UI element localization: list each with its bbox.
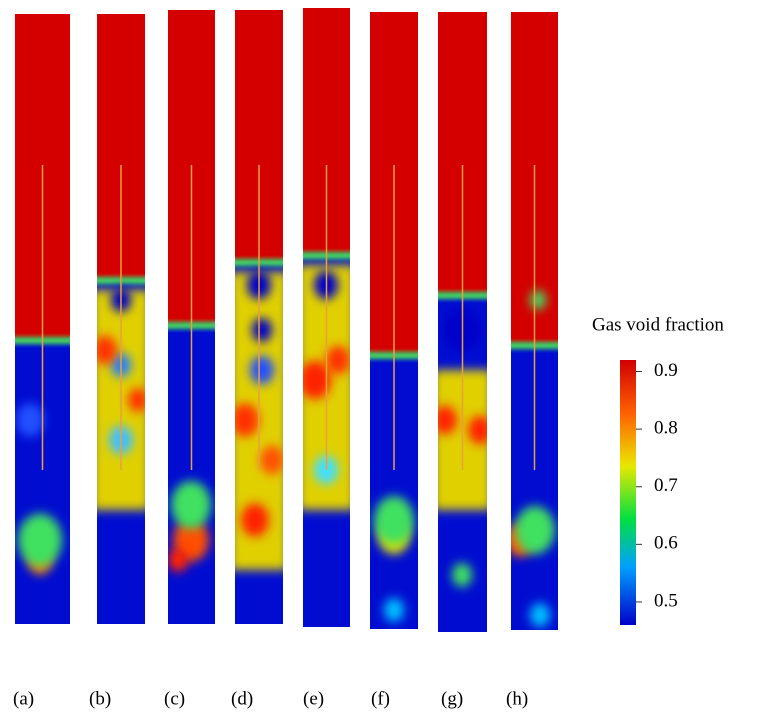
simulation-panels <box>10 8 563 642</box>
panel-label: (a) <box>13 688 34 709</box>
blob <box>252 318 272 342</box>
blob <box>128 388 148 412</box>
column-body <box>298 8 355 637</box>
blob <box>468 416 492 445</box>
colorbar-tick-label: 0.7 <box>654 475 678 496</box>
colorbar-title: Gas void fraction <box>592 314 724 335</box>
blob <box>18 514 62 567</box>
column-body <box>433 12 492 642</box>
blob <box>433 406 457 435</box>
panel-label: (e) <box>303 688 324 709</box>
colorbar <box>620 360 636 625</box>
blob <box>260 446 284 475</box>
panel-label: (c) <box>164 688 185 709</box>
panel-label: (g) <box>441 688 463 709</box>
blob <box>250 356 274 385</box>
column <box>506 12 563 640</box>
blob <box>171 481 211 529</box>
blob <box>384 598 404 622</box>
blob <box>93 336 117 365</box>
column <box>10 14 75 634</box>
colorbar-tick-label: 0.5 <box>654 590 678 611</box>
column <box>365 12 423 639</box>
colorbar-tick-label: 0.8 <box>654 417 678 438</box>
column <box>163 10 220 634</box>
panel-label: (d) <box>231 688 253 709</box>
column-body <box>365 12 423 639</box>
column <box>92 14 150 634</box>
blob <box>326 346 350 375</box>
blob <box>16 403 44 437</box>
panel-label: (b) <box>89 688 111 709</box>
colorbar-tick-label: 0.9 <box>654 360 678 381</box>
blob <box>168 548 188 572</box>
figure: Gas void fraction (a) (b) (c) (d) (e) (f) (g) (… <box>0 0 777 722</box>
blob <box>241 503 269 537</box>
blob <box>231 403 259 437</box>
blob <box>530 290 546 309</box>
column <box>433 12 492 642</box>
column <box>298 8 355 637</box>
panel-label: (h) <box>506 688 528 709</box>
column-body <box>506 12 563 640</box>
column-body <box>10 14 75 634</box>
column-body <box>230 10 288 634</box>
blob <box>515 506 555 554</box>
blob <box>374 496 414 544</box>
column <box>230 10 288 634</box>
blob <box>452 563 472 587</box>
colorbar-tick-label: 0.6 <box>654 533 678 554</box>
column-body <box>163 10 220 634</box>
blob <box>530 603 550 627</box>
column-body <box>92 14 150 634</box>
panel-label: (f) <box>371 688 390 709</box>
